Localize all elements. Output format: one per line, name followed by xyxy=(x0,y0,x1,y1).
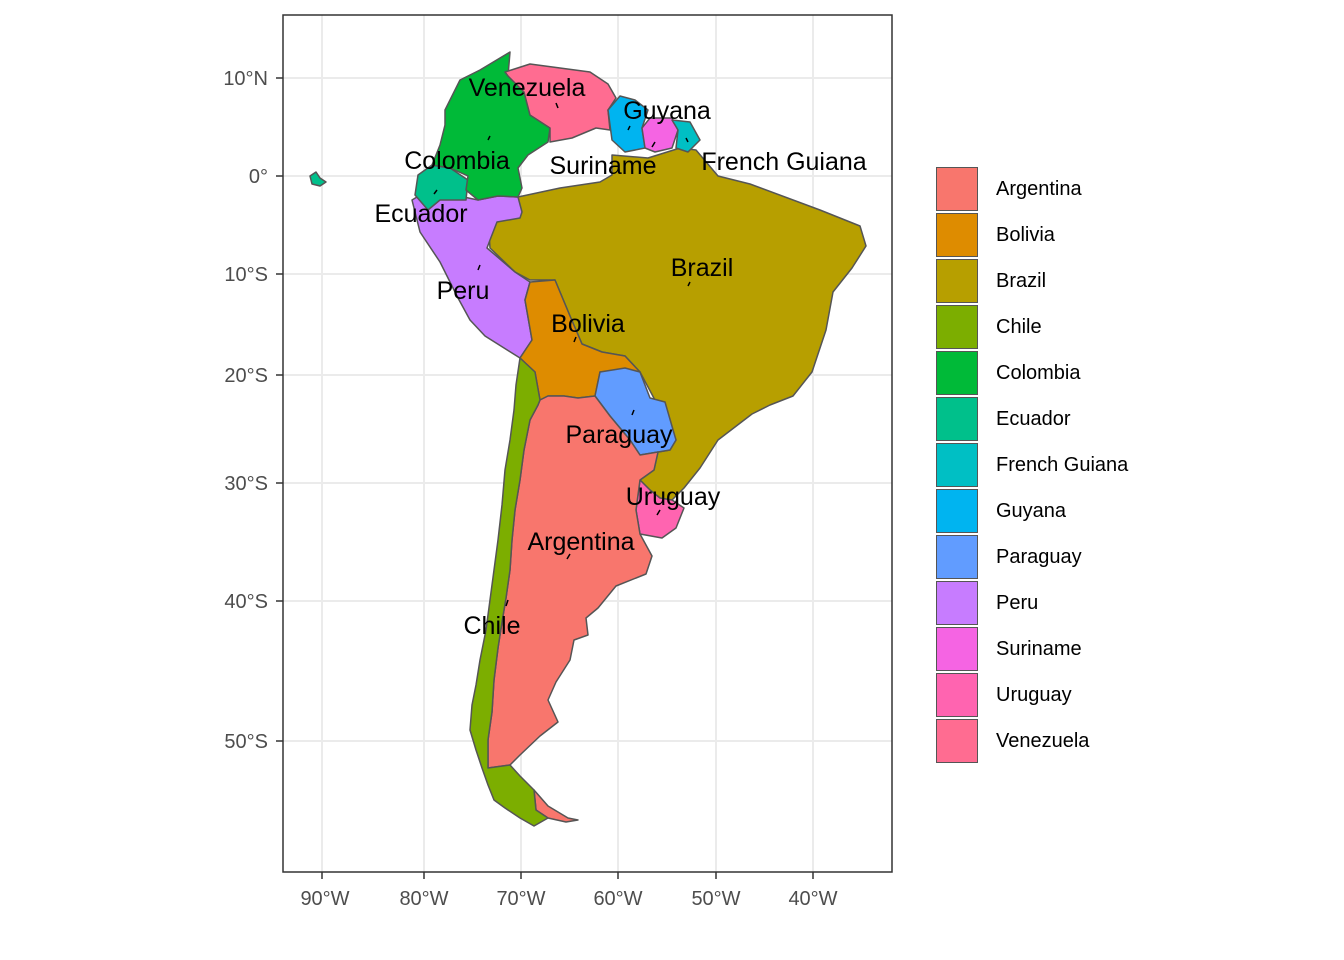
x-axis: 90°W 80°W 70°W 60°W 50°W 40°W xyxy=(300,888,837,910)
legend-label: Suriname xyxy=(996,637,1082,660)
axis-ticks xyxy=(276,77,814,879)
x-tick-label: 70°W xyxy=(496,888,545,910)
label-suriname: Suriname xyxy=(550,152,657,180)
legend-label: Paraguay xyxy=(996,545,1082,568)
label-leaders xyxy=(433,102,691,607)
label-chile: Chile xyxy=(464,612,521,640)
panel-border xyxy=(282,14,893,873)
y-tick-label: 0° xyxy=(249,166,268,188)
x-tick-label: 60°W xyxy=(593,888,642,910)
legend-item: Colombia xyxy=(936,350,1128,396)
legend-item: Uruguay xyxy=(936,672,1128,718)
legend-item: Brazil xyxy=(936,258,1128,304)
legend-swatch xyxy=(936,581,978,625)
legend-item: Guyana xyxy=(936,488,1128,534)
legend-swatch xyxy=(936,627,978,671)
country-ecuador-galapagos xyxy=(309,171,327,187)
legend-swatch xyxy=(936,673,978,717)
label-ecuador: Ecuador xyxy=(374,200,467,228)
legend-label: Bolivia xyxy=(996,223,1055,246)
legend-swatch xyxy=(936,443,978,487)
legend-swatch xyxy=(936,305,978,349)
legend-swatch xyxy=(936,535,978,579)
y-tick-label: 20°S xyxy=(224,365,268,387)
legend-label: French Guiana xyxy=(996,453,1129,476)
y-axis: 10°N 0° 10°S 20°S 30°S 40°S 50°S xyxy=(223,68,268,753)
legend-item: Argentina xyxy=(936,166,1128,212)
legend-label: Chile xyxy=(996,315,1042,338)
legend-item: Paraguay xyxy=(936,534,1128,580)
label-peru: Peru xyxy=(437,277,490,305)
y-tick-label: 40°S xyxy=(224,591,268,613)
legend-swatch xyxy=(936,259,978,303)
country-venezuela xyxy=(504,63,617,143)
country-chile xyxy=(469,357,549,827)
x-tick-label: 80°W xyxy=(399,888,448,910)
legend-swatch xyxy=(936,397,978,441)
label-uruguay: Uruguay xyxy=(626,483,721,511)
x-tick-label: 90°W xyxy=(300,888,349,910)
legend-item: Venezuela xyxy=(936,718,1128,764)
country-labels: Venezuela Guyana Colombia Suriname Frenc… xyxy=(374,74,866,640)
legend: Argentina Bolivia Brazil Chile Colombia … xyxy=(936,166,1128,764)
y-tick-label: 10°S xyxy=(224,264,268,286)
legend-item: Ecuador xyxy=(936,396,1128,442)
legend-label: Peru xyxy=(996,591,1039,614)
label-guyana: Guyana xyxy=(623,97,711,125)
label-colombia: Colombia xyxy=(404,147,510,175)
label-paraguay: Paraguay xyxy=(565,421,673,449)
legend-label: Ecuador xyxy=(996,407,1071,430)
legend-item: Suriname xyxy=(936,626,1128,672)
label-bolivia: Bolivia xyxy=(551,310,625,338)
country-suriname xyxy=(641,117,679,153)
x-tick-label: 50°W xyxy=(691,888,740,910)
y-tick-label: 50°S xyxy=(224,731,268,753)
legend-label: Venezuela xyxy=(996,729,1090,752)
legend-label: Argentina xyxy=(996,177,1082,200)
label-argentina: Argentina xyxy=(527,528,634,556)
legend-label: Uruguay xyxy=(996,683,1072,706)
label-french-guiana: French Guiana xyxy=(701,148,866,176)
legend-swatch xyxy=(936,719,978,763)
y-tick-label: 30°S xyxy=(224,473,268,495)
legend-label: Guyana xyxy=(996,499,1067,522)
legend-item: Chile xyxy=(936,304,1128,350)
y-tick-label: 10°N xyxy=(223,68,268,90)
x-tick-label: 40°W xyxy=(788,888,837,910)
legend-swatch xyxy=(936,213,978,257)
legend-label: Colombia xyxy=(996,361,1081,384)
legend-item: Peru xyxy=(936,580,1128,626)
legend-item: Bolivia xyxy=(936,212,1128,258)
countries-layer xyxy=(309,51,867,827)
label-venezuela: Venezuela xyxy=(469,74,586,102)
label-brazil: Brazil xyxy=(671,254,734,282)
legend-swatch xyxy=(936,351,978,395)
legend-item: French Guiana xyxy=(936,442,1128,488)
legend-swatch xyxy=(936,489,978,533)
legend-label: Brazil xyxy=(996,269,1047,292)
country-french-guiana xyxy=(671,119,701,153)
legend-swatch xyxy=(936,167,978,211)
